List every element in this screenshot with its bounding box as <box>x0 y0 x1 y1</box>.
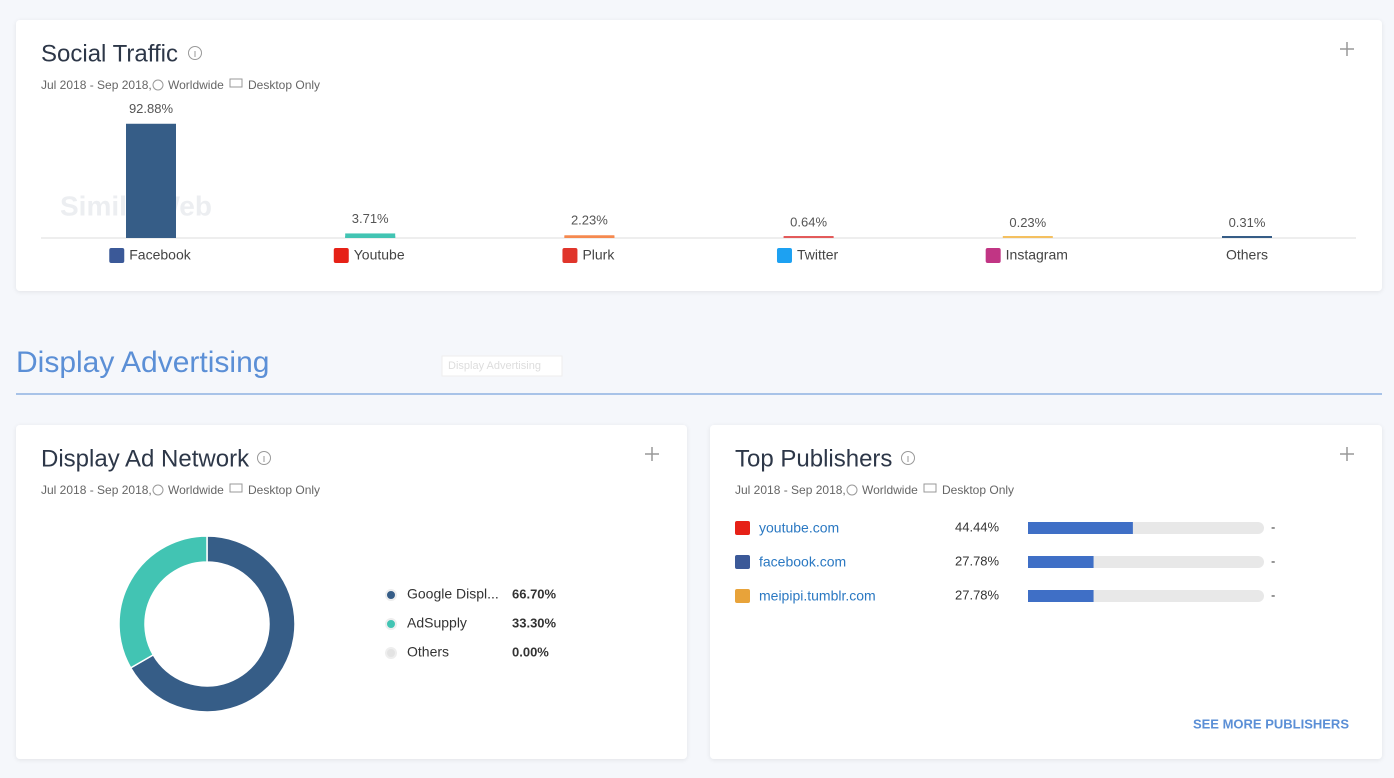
platform-icon <box>562 248 578 263</box>
device: Desktop Only <box>942 483 1014 497</box>
bar-accent <box>783 236 834 238</box>
category-label: Plurk <box>582 247 615 263</box>
date-range: Jul 2018 - Sep 2018, <box>41 78 152 92</box>
region: Worldwide <box>862 483 918 497</box>
value-label: 92.88% <box>129 101 174 116</box>
region: Worldwide <box>168 483 224 497</box>
globe-icon <box>152 484 164 496</box>
bar-accent <box>1002 236 1053 238</box>
value-label: 0.31% <box>1229 215 1266 230</box>
platform-icon <box>333 248 349 263</box>
card <box>16 20 1382 291</box>
category-label: Others <box>1226 247 1268 263</box>
desktop-icon <box>229 78 243 88</box>
change: - <box>1271 553 1275 568</box>
platform-icon <box>776 248 792 263</box>
category-label: Facebook <box>129 247 191 263</box>
bar <box>345 233 396 238</box>
site-link[interactable]: meipipi.tumblr.com <box>759 588 876 604</box>
category-label: Instagram <box>1006 247 1068 263</box>
bar <box>564 235 615 238</box>
site-icon <box>735 589 750 603</box>
value-label: 2.23% <box>571 213 608 228</box>
globe-icon <box>846 484 858 496</box>
platform-icon <box>985 248 1001 263</box>
category-label: Youtube <box>354 247 405 263</box>
legend-value: 0.00% <box>512 644 549 659</box>
bar-accent <box>1222 236 1272 238</box>
device: Desktop Only <box>248 483 320 497</box>
share-bar <box>1028 590 1094 602</box>
site-icon <box>735 555 750 569</box>
info-icon[interactable] <box>901 451 915 465</box>
site-icon <box>735 521 750 535</box>
date-range: Jul 2018 - Sep 2018, <box>735 483 846 497</box>
device: Desktop Only <box>248 78 320 92</box>
card-title: Top Publishers <box>735 445 892 472</box>
tooltip: Display Advertising <box>448 360 541 372</box>
legend-label: Google Displ... <box>407 586 499 602</box>
tooltip-box <box>441 355 563 377</box>
legend-dot <box>385 589 397 601</box>
change: - <box>1271 519 1275 534</box>
publisher-list: youtube.com 44.44% - facebook.com 27.78% - mei… <box>735 519 1275 604</box>
card-title: Display Ad Network <box>41 445 250 472</box>
legend-value: 66.70% <box>512 586 557 601</box>
add-button[interactable] <box>1340 42 1354 56</box>
share-bar <box>1028 522 1133 534</box>
region: Worldwide <box>168 78 224 92</box>
donut-segment <box>129 535 296 713</box>
desktop-icon <box>923 483 937 493</box>
info-icon[interactable] <box>188 46 202 60</box>
info-icon[interactable] <box>257 451 271 465</box>
change: - <box>1271 587 1275 602</box>
share-bar <box>1028 556 1094 568</box>
donut-segment <box>118 535 208 669</box>
desktop-icon <box>229 483 243 493</box>
legend-dot <box>385 647 397 659</box>
legend-dot <box>385 618 397 630</box>
legend-value: 33.30% <box>512 615 557 630</box>
add-button[interactable] <box>645 447 659 461</box>
platform-icon <box>109 248 125 263</box>
donut-chart: Google Displ... 66.70% AdSupply 33.30% Other… <box>118 535 557 713</box>
share-label: 27.78% <box>955 553 1000 568</box>
legend-label: Others <box>407 644 449 660</box>
card <box>16 425 687 759</box>
value-label: 3.71% <box>352 211 389 226</box>
site-link[interactable]: facebook.com <box>759 554 846 570</box>
see-more-link[interactable]: SEE MORE PUBLISHERS <box>1193 716 1349 731</box>
legend-label: AdSupply <box>407 615 467 631</box>
card-title: Social Traffic <box>41 40 178 67</box>
bar <box>783 237 834 238</box>
category-label: Twitter <box>797 247 839 263</box>
share-label: 44.44% <box>955 519 1000 534</box>
site-link[interactable]: youtube.com <box>759 520 839 536</box>
value-label: 0.23% <box>1009 215 1046 230</box>
bar-chart: 92.88% Facebook 3.71% Youtube 2.23% Plurk 0.64… <box>109 101 1272 263</box>
add-button[interactable] <box>1340 447 1354 461</box>
bar <box>126 123 176 238</box>
date-range: Jul 2018 - Sep 2018, <box>41 483 152 497</box>
value-label: 0.64% <box>790 215 827 230</box>
share-label: 27.78% <box>955 587 1000 602</box>
globe-icon <box>152 79 164 91</box>
section-title: Display Advertising <box>16 346 269 379</box>
